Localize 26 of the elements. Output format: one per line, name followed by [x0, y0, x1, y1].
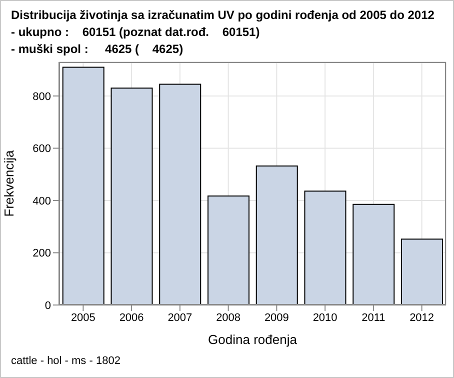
- x-tick-label: 2011: [362, 312, 386, 324]
- x-tick-label: 2005: [70, 312, 96, 324]
- bar: [400, 238, 443, 305]
- x-tick-label: 2007: [168, 312, 192, 324]
- bar: [159, 84, 202, 305]
- x-tick-label: 2010: [312, 312, 338, 324]
- text: cattle - hol - ms - 1802: [11, 355, 120, 367]
- x-axis-title: Godina rođenja: [207, 331, 298, 349]
- chart-title: Distribucija životinja sa izračunatim UV po godini rođenja od 2005 do 2012: [11, 7, 434, 24]
- y-tick-label: 200: [32, 248, 51, 260]
- bar: [62, 66, 104, 305]
- y-tick-label: 400: [32, 195, 51, 208]
- bar: [207, 196, 250, 305]
- x-tick-label: 2006: [119, 312, 144, 324]
- x-tick-label: 2008: [216, 312, 241, 324]
- bar: [256, 165, 298, 305]
- bar: [304, 190, 346, 305]
- y-tick-label: 800: [32, 90, 51, 103]
- bar: [352, 204, 395, 305]
- bar: [110, 88, 153, 305]
- y-axis-title: Frekvencija: [2, 150, 17, 217]
- y-tick-label: 600: [32, 143, 51, 156]
- y-tick-label: 0: [44, 300, 51, 312]
- x-tick-label: 2012: [410, 312, 434, 324]
- chart-subtitle: - ukupno : 60151 (poznat dat.rođ. 60151) - muški spol : 4625 ( 4625): [11, 24, 261, 58]
- x-tick-label: 2009: [264, 312, 289, 324]
